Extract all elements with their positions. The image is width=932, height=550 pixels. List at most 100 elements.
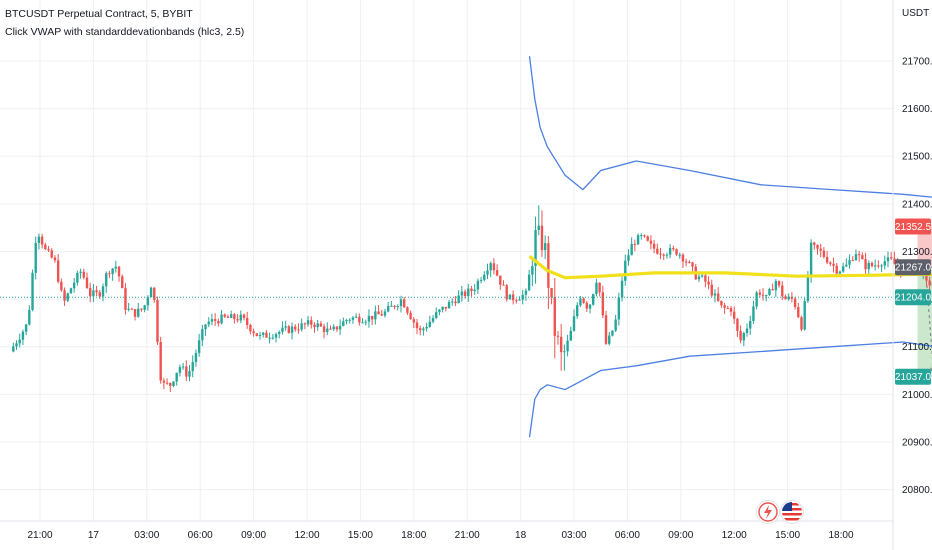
candle-body — [419, 328, 422, 331]
candle-body — [95, 290, 98, 293]
candle-body — [210, 319, 214, 322]
target-price-label-bg — [895, 368, 931, 385]
candle-body — [444, 306, 448, 309]
lightning-icon[interactable] — [756, 500, 780, 524]
x-tick-label: 03:00 — [561, 530, 586, 541]
candle-body — [736, 318, 739, 331]
candle-body — [268, 337, 271, 339]
candle-body — [505, 285, 508, 300]
candle-body — [111, 268, 114, 274]
candle-body — [691, 262, 694, 267]
time-axis[interactable]: 21:00 17 03:00 06:00 09:00 12:00 15:00 18:00 21:… — [27, 530, 853, 541]
candle-body — [479, 279, 483, 281]
chart-title: BTCUSDT Perpetual Contract, 5, BYBIT — [5, 8, 193, 20]
candle-body — [486, 270, 489, 275]
candle-body — [284, 326, 287, 328]
candle-body — [435, 312, 438, 318]
candle-body — [335, 326, 339, 330]
candle-body — [425, 326, 428, 329]
candle-body — [729, 308, 733, 312]
indicator-lines — [528, 56, 932, 438]
entry-price-label-bg — [895, 259, 931, 276]
candle-body — [684, 261, 688, 263]
y-tick-label: 21000.0 — [902, 390, 932, 401]
candle-body — [252, 331, 255, 334]
candle-body — [380, 314, 383, 316]
candle-body — [40, 236, 44, 245]
candle-body — [473, 289, 476, 292]
candle-body — [354, 316, 358, 318]
candle-body — [582, 298, 585, 303]
candle-body — [880, 265, 883, 267]
candle-body — [60, 281, 63, 291]
candle-body — [761, 294, 765, 296]
candle-body — [271, 337, 275, 339]
candle-body — [316, 323, 319, 328]
candle-body — [495, 270, 499, 276]
candle-body — [18, 339, 21, 344]
candle-body — [774, 281, 778, 291]
candle-body — [771, 288, 774, 291]
candle-body — [851, 260, 854, 262]
candle-body — [646, 236, 649, 241]
candle-body — [713, 293, 717, 296]
candle-body — [531, 266, 534, 275]
candle-body — [367, 315, 371, 322]
candle-body — [752, 306, 755, 322]
candle-body — [553, 297, 556, 336]
candle-body — [508, 294, 512, 300]
candle-body — [864, 259, 867, 270]
indicator-legend[interactable]: Click VWAP with standarddevationbands (h… — [5, 26, 245, 38]
candle-body — [492, 263, 496, 271]
candle-body — [447, 302, 451, 309]
candle-body — [483, 274, 486, 280]
candle-body — [889, 257, 893, 259]
candle-body — [351, 317, 355, 320]
candle-body — [585, 302, 589, 309]
candle-body — [854, 254, 858, 261]
candle-body — [310, 320, 313, 325]
candle-body — [297, 329, 300, 331]
candle-body — [499, 275, 502, 285]
candle-body — [146, 297, 150, 306]
candle-body — [649, 240, 653, 244]
candle-body — [598, 282, 601, 293]
candle-body — [165, 382, 169, 384]
candle-body — [390, 305, 393, 307]
candle-body — [470, 288, 473, 292]
stop-price-label-bg — [895, 218, 931, 235]
candle-body — [627, 255, 630, 261]
candle-body — [659, 253, 662, 255]
x-tick-label: 12:00 — [722, 530, 747, 541]
candle-body — [624, 260, 627, 281]
candle-body — [15, 343, 18, 347]
candle-body — [281, 327, 284, 332]
candle-body — [819, 248, 822, 251]
candle-body — [223, 314, 226, 317]
x-tick-label: 18 — [515, 530, 527, 541]
candle-body — [44, 244, 47, 250]
candle-body — [185, 366, 188, 377]
us-flag-icon[interactable] — [780, 500, 804, 524]
candle-body — [201, 329, 204, 341]
candle-body — [255, 333, 259, 336]
candle-body — [274, 334, 278, 338]
candle-body — [278, 331, 281, 335]
candle-body — [345, 319, 348, 322]
candle-body — [678, 254, 681, 256]
candle-body — [361, 322, 364, 324]
price-labels: 21352.5 21267.0 21204.0 21037.0 — [895, 218, 932, 385]
candle-body — [153, 287, 156, 300]
candle-body — [745, 328, 749, 334]
candle-body — [710, 284, 713, 296]
candle-body — [338, 326, 342, 330]
current-price-label-bg — [895, 289, 931, 306]
candle-body — [668, 248, 672, 255]
y-tick-label: 21500.0 — [902, 152, 932, 163]
candle-body — [604, 315, 608, 344]
candle-body — [133, 309, 137, 317]
candle-body — [893, 258, 896, 265]
candle-body — [873, 265, 877, 267]
candle-body — [326, 328, 329, 333]
